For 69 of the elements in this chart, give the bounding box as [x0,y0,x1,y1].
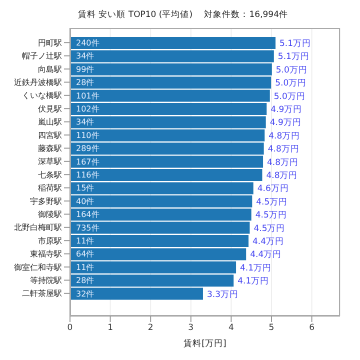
data-label: 4.5万円 [255,210,287,221]
chart-title: 賃料 安い順 TOP10 (平均値) 対象件数：16,994件 [76,8,289,22]
x-tick-label: 2 [148,323,154,334]
y-tick-label: くいな橋駅 [22,91,62,100]
data-label: 4.8万円 [267,158,299,168]
y-tick-label: 御陵駅 [38,210,62,220]
data-label: 4.8万円 [266,171,298,182]
data-label: 4.9万円 [270,118,302,128]
data-label: 4.5万円 [256,197,288,208]
data-label: 4.1万円 [238,276,270,287]
y-tick-label: 四宮駅 [38,130,62,140]
annotation: 240件 [76,38,100,48]
data-label: 4.5万円 [254,224,286,234]
y-tick-label: 向島駅 [38,64,62,74]
y-tick-label: 円町駅 [38,38,62,48]
data-label: 3.3万円 [206,290,239,300]
data-label: 4.4万円 [250,250,282,260]
annotation: 28件 [76,276,94,286]
annotation: 101件 [76,91,100,100]
y-tick-label: 帽子ノ辻駅 [22,52,62,61]
data-label: 5.1万円 [280,39,312,50]
y-tick-label: 伏見駅 [38,104,62,114]
data-label: 5.0万円 [276,65,308,76]
y-tick-label: 近鉄丹波橋駅 [14,78,62,88]
annotation: 164件 [76,210,100,220]
x-tick-label: 4 [228,323,234,334]
y-tick-label: 東福寺駅 [30,250,62,259]
data-label: 5.0万円 [275,78,307,89]
x-tick-label: 6 [309,323,314,334]
x-tick-label: 5 [268,323,274,334]
annotation: 116件 [76,170,100,180]
y-tick-label: 北野白梅町駅 [14,223,62,232]
annotation: 32件 [76,289,94,298]
data-label: 4.8万円 [268,131,300,142]
x-axis-title: 賃料[万円] [184,338,226,349]
x-tick-label: 3 [188,323,194,334]
annotation: 99件 [76,64,94,74]
annotation: 289件 [76,144,100,154]
y-tick-label: 二軒茶屋駅 [22,289,62,298]
data-label: 4.8万円 [268,144,300,155]
y-tick-label: 藤森駅 [38,144,62,154]
y-tick-label: 稲荷駅 [38,184,62,193]
y-tick-label: 嵐山駅 [38,118,62,127]
annotation: 167件 [76,157,100,166]
data-label: 5.0万円 [274,92,306,102]
annotation: 34件 [76,118,94,127]
y-tick-label: 御室仁和寺駅 [14,262,62,272]
y-tick-label: 深草駅 [38,157,62,166]
annotation: 11件 [76,236,94,246]
annotation: 40件 [76,196,94,206]
data-label: 5.1万円 [278,52,310,62]
annotation: 34件 [76,52,94,61]
data-label: 4.6万円 [257,184,289,194]
y-tick-label: 市原駅 [38,236,62,246]
annotation: 15件 [76,184,94,193]
data-label: 4.9万円 [270,105,302,116]
annotation: 64件 [76,250,94,259]
annotation: 102件 [76,104,100,114]
annotation: 735件 [76,223,100,232]
annotation: 28件 [76,78,94,88]
x-tick-label: 0 [67,323,73,334]
x-tick-label: 1 [108,323,114,334]
data-label: 4.1万円 [240,263,272,274]
annotation: 110件 [76,130,100,140]
data-label: 4.4万円 [252,237,284,248]
y-tick-label: 等持院駅 [30,276,62,286]
annotation: 11件 [76,262,94,272]
y-tick-label: 宇多野駅 [30,196,62,206]
y-tick-label: 七条駅 [38,170,62,180]
